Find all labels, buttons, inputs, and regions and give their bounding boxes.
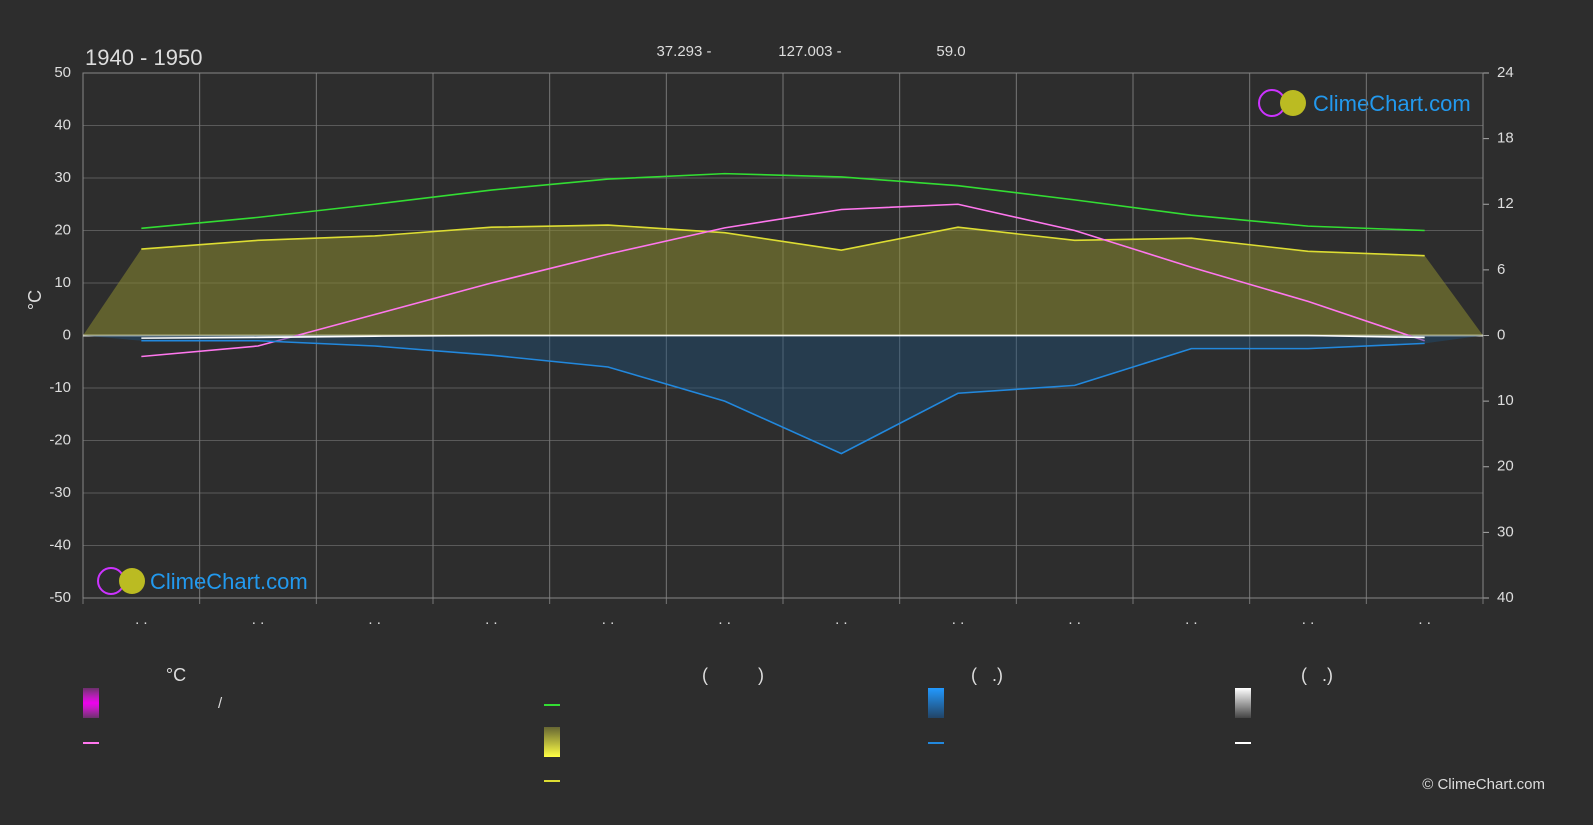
- y-tick-label: 20: [54, 221, 71, 238]
- copyright: © ClimeChart.com: [1422, 776, 1545, 793]
- y3-tick-label: 30: [1497, 523, 1514, 540]
- x-tick-label: . .: [952, 611, 965, 628]
- subtitle: 37.293 -: [656, 43, 711, 60]
- y3-tick-label: 20: [1497, 458, 1514, 475]
- y2-tick-label: 6: [1497, 261, 1505, 278]
- legend-header: °C: [166, 665, 186, 685]
- y3-tick-label: 10: [1497, 392, 1514, 409]
- y-tick-label: -10: [49, 379, 71, 396]
- legend-swatch: [83, 688, 99, 718]
- x-tick-label: . .: [485, 611, 498, 628]
- precip-area: [83, 335, 1483, 454]
- legend-swatch: [1235, 688, 1251, 718]
- y-tick-label: 40: [54, 116, 71, 133]
- subtitle: 59.0: [936, 43, 965, 60]
- logo-bottom: ClimeChart.com: [97, 567, 308, 595]
- series-line: [141, 339, 1425, 455]
- legend-swatch: [544, 727, 560, 757]
- x-tick-label: . .: [1302, 611, 1315, 628]
- y2-tick-label: 18: [1497, 130, 1514, 147]
- series-line: [141, 334, 1425, 339]
- y-tick-label: 30: [54, 169, 71, 186]
- sunshine-area: [83, 225, 1483, 336]
- y-tick-label: -30: [49, 484, 71, 501]
- logo-top: ClimeChart.com: [1258, 89, 1471, 117]
- y2-tick-label: 0: [1497, 326, 1505, 343]
- x-tick-label: . .: [135, 611, 148, 628]
- series-line: [141, 203, 1425, 358]
- x-tick-label: . .: [718, 611, 731, 628]
- x-tick-label: . .: [1185, 611, 1198, 628]
- legend-slash: /: [218, 695, 223, 712]
- x-tick-label: . .: [835, 611, 848, 628]
- y-axis-label: °C: [25, 290, 45, 310]
- y-tick-label: 10: [54, 274, 71, 291]
- y-tick-label: 0: [63, 326, 71, 343]
- logo-text: ClimeChart.com: [150, 569, 308, 594]
- legend-header: ( .): [971, 665, 1003, 685]
- y-tick-label: 50: [54, 64, 71, 81]
- y3-tick-label: 40: [1497, 589, 1514, 606]
- series-line: [141, 172, 1425, 232]
- x-tick-label: . .: [602, 611, 615, 628]
- x-tick-label: . .: [1418, 611, 1431, 628]
- legend-header: ( ): [702, 665, 764, 685]
- logo-sun: [1280, 90, 1306, 116]
- x-tick-label: . .: [368, 611, 381, 628]
- chart-title: 1940 - 1950: [85, 45, 202, 70]
- x-tick-label: . .: [1068, 611, 1081, 628]
- y2-tick-label: 12: [1497, 195, 1514, 212]
- subtitle: 127.003 -: [778, 43, 841, 60]
- x-tick-label: . .: [252, 611, 265, 628]
- logo-sun: [119, 568, 145, 594]
- legend-swatch: [928, 688, 944, 718]
- y-tick-label: -20: [49, 431, 71, 448]
- y-tick-label: -40: [49, 536, 71, 553]
- y2-tick-label: 24: [1497, 64, 1514, 81]
- y-tick-label: -50: [49, 589, 71, 606]
- legend-header: ( .): [1301, 665, 1333, 685]
- logo-text: ClimeChart.com: [1313, 91, 1471, 116]
- series-line: [141, 224, 1425, 257]
